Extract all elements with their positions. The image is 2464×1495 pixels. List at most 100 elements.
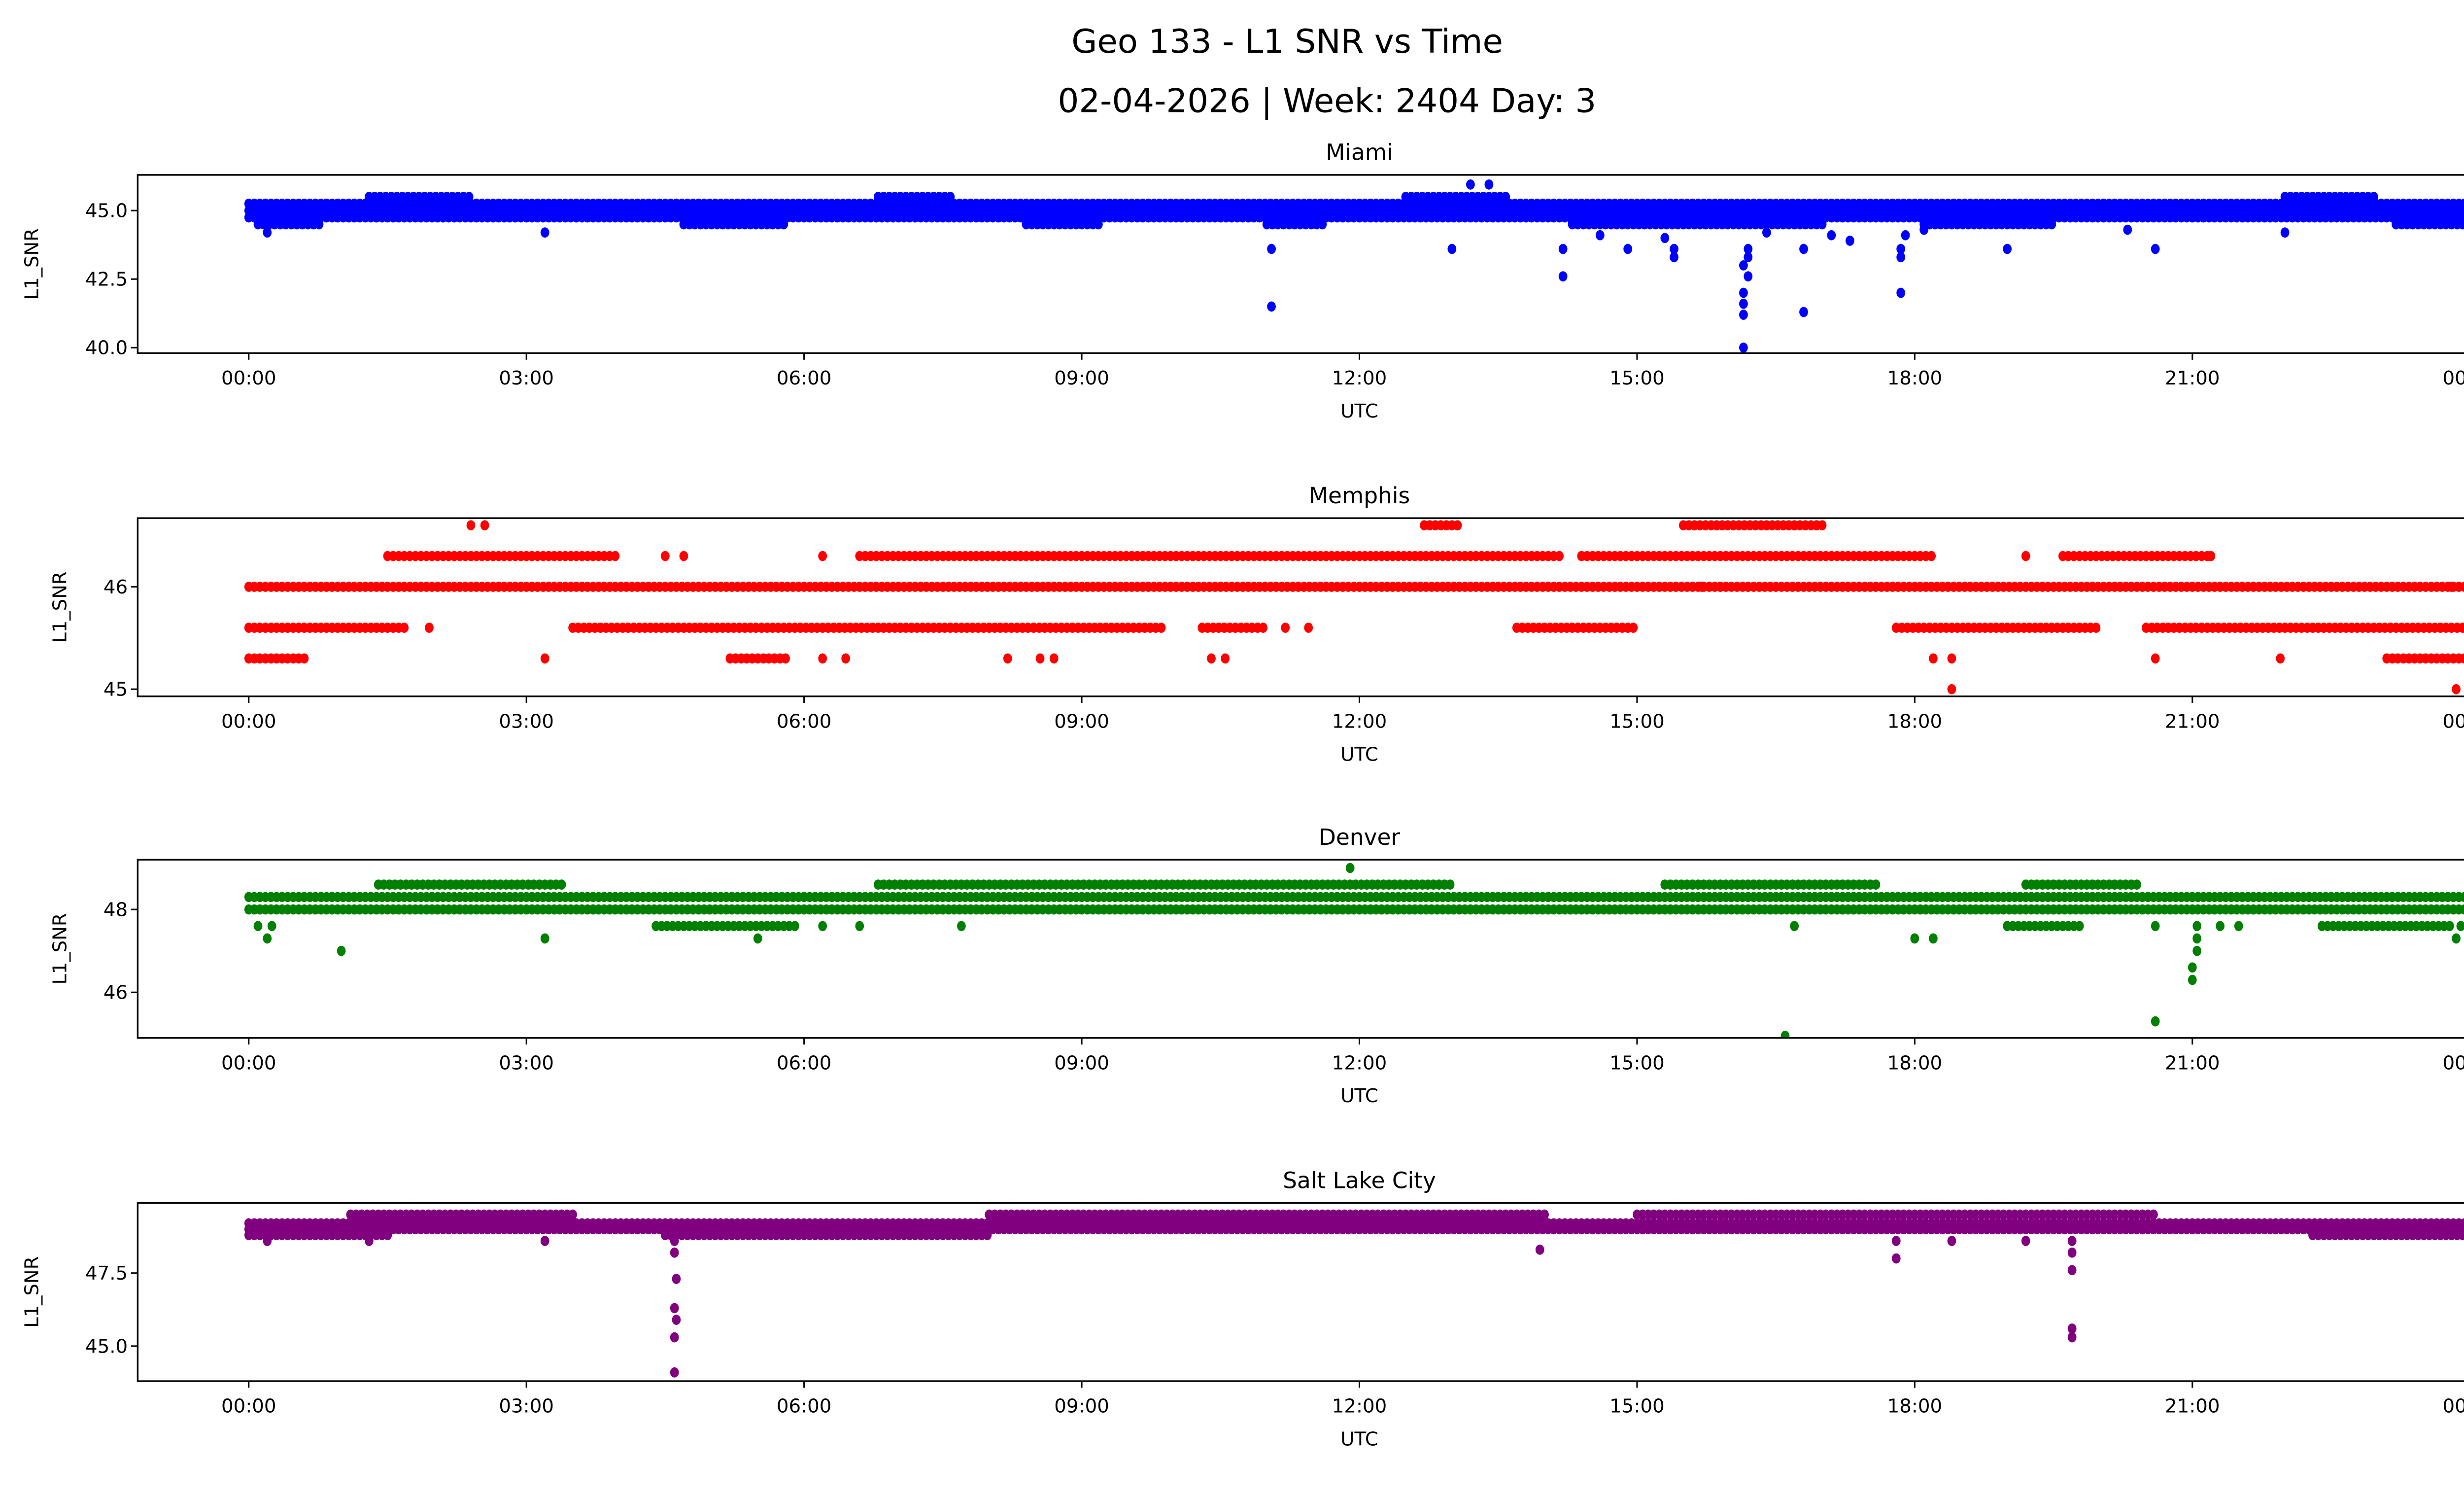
data-point <box>2151 1016 2160 1027</box>
x-tick-label: 09:00 <box>1054 1052 1109 1074</box>
data-point <box>1871 879 1881 890</box>
data-point <box>670 1332 679 1343</box>
data-point <box>2460 904 2464 915</box>
y-tick-label: 45.0 <box>85 200 128 222</box>
x-tick-label: 15:00 <box>1609 1395 1665 1418</box>
data-point <box>1896 243 1906 254</box>
data-point <box>2460 653 2464 664</box>
data-point <box>1207 653 1216 664</box>
data-point <box>1501 191 1510 202</box>
data-point <box>670 1247 679 1258</box>
data-point <box>818 653 827 664</box>
data-point <box>1799 307 1808 317</box>
data-point <box>300 653 309 664</box>
data-point <box>314 219 324 230</box>
axes-frame <box>137 517 2464 697</box>
data-point <box>2067 1323 2077 1334</box>
data-point <box>1466 179 1475 190</box>
data-point <box>1739 260 1748 271</box>
data-point <box>400 623 409 633</box>
data-point <box>1535 1244 1544 1255</box>
y-axis-label: L1_SNR <box>21 1256 43 1328</box>
data-point <box>1896 252 1906 263</box>
x-tick-label: 12:00 <box>1332 367 1387 389</box>
data-point <box>1817 520 1827 531</box>
data-point <box>1267 301 1276 312</box>
data-point <box>855 921 864 932</box>
x-tick-label: 18:00 <box>1887 367 1943 389</box>
data-point <box>2075 921 2084 932</box>
x-tick-label: 15:00 <box>1609 367 1665 389</box>
y-tick-label: 46 <box>103 576 128 598</box>
data-point <box>480 520 489 531</box>
data-point <box>540 227 549 238</box>
y-axis-label: L1_SNR <box>49 571 71 643</box>
x-tick-label: 12:00 <box>1332 710 1387 732</box>
data-point <box>2067 1265 2077 1276</box>
data-point <box>1891 1236 1901 1246</box>
data-point <box>2445 921 2454 932</box>
data-point <box>557 879 566 890</box>
data-point <box>2456 921 2464 932</box>
data-point <box>983 1230 992 1241</box>
data-point <box>1947 1236 1956 1246</box>
chart-title: Geo 133 - L1 SNR vs Time <box>1071 22 1503 61</box>
x-tick-label: 09:00 <box>1054 367 1109 389</box>
data-point <box>1744 243 1753 254</box>
data-point <box>2276 653 2285 664</box>
data-point <box>2003 243 2012 254</box>
x-tick-label: 15:00 <box>1609 1052 1665 1074</box>
y-tick-label: 47.5 <box>85 1262 128 1285</box>
data-point <box>1827 230 1836 241</box>
x-tick-label: 12:00 <box>1332 1395 1387 1418</box>
x-axis-label: UTC <box>1340 400 1378 422</box>
data-point <box>425 623 434 633</box>
data-point <box>2452 933 2461 944</box>
data-point <box>540 1236 549 1246</box>
data-point <box>2369 191 2378 202</box>
data-point <box>1259 623 1268 633</box>
x-tick-label: 12:00 <box>1332 1052 1387 1074</box>
data-point <box>779 219 788 230</box>
data-point <box>1670 252 1678 263</box>
data-point <box>1484 179 1494 190</box>
x-tick-label: 06:00 <box>777 710 832 732</box>
data-point <box>1947 653 1956 664</box>
data-point <box>1558 243 1568 254</box>
data-point <box>957 921 966 932</box>
markers <box>244 179 2464 353</box>
data-point <box>1817 219 1827 230</box>
data-point <box>2123 224 2132 235</box>
x-tick-label: 15:00 <box>1609 710 1665 732</box>
x-tick-label: 18:00 <box>1887 1052 1943 1074</box>
y-tick-label: 40.0 <box>85 337 128 359</box>
data-point <box>1221 653 1230 664</box>
x-tick-label: 03:00 <box>499 367 554 389</box>
data-point <box>1157 623 1166 633</box>
data-point <box>1744 582 1753 592</box>
data-point <box>1744 271 1753 282</box>
data-point <box>2149 1209 2158 1220</box>
data-point <box>1901 230 1910 241</box>
x-tick-label: 09:00 <box>1054 1395 1109 1418</box>
data-point <box>337 945 346 956</box>
data-point <box>1595 230 1605 241</box>
data-point <box>1049 653 1059 664</box>
data-point <box>1891 1253 1901 1264</box>
x-axis-label: UTC <box>1340 1428 1378 1451</box>
x-tick-label: 00:00 <box>221 1052 276 1074</box>
data-point <box>1540 1209 1549 1220</box>
data-point <box>2132 879 2141 890</box>
data-point <box>2067 1332 2077 1343</box>
data-point <box>1739 342 1748 353</box>
data-point <box>365 1236 374 1246</box>
data-point <box>263 227 272 238</box>
x-tick-label: 00:00 <box>221 1395 276 1418</box>
data-point <box>2216 921 2225 932</box>
data-point <box>661 551 670 561</box>
data-point <box>1762 227 1771 238</box>
data-point <box>1623 243 1633 254</box>
x-tick-label: 18:00 <box>1887 710 1943 732</box>
x-tick-label: 00:00 <box>221 710 276 732</box>
